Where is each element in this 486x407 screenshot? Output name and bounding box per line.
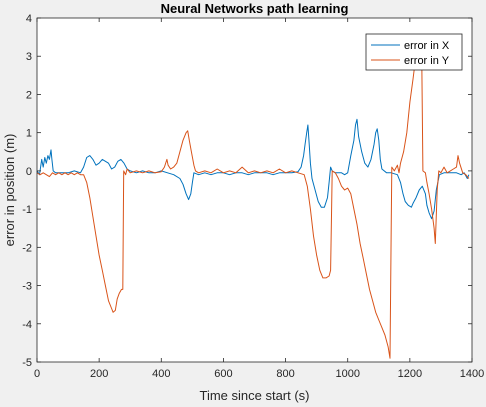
- legend-label-error-x: error in X: [404, 40, 450, 52]
- y-tick-label: -5: [22, 357, 32, 369]
- x-axis-title: Time since start (s): [199, 388, 309, 403]
- y-tick-label: -4: [22, 319, 32, 331]
- chart-title: Neural Networks path learning: [161, 1, 349, 16]
- axes-box: [36, 17, 473, 363]
- y-tick-label: 0: [26, 166, 32, 178]
- ticks-layer: 0 200 400 600 800 1000 1200 1400 -5 -4 -3 -2 -1 0 1 2 3 4: [22, 13, 484, 380]
- x-tick-label: 200: [90, 368, 108, 380]
- x-tick-label: 400: [152, 368, 170, 380]
- legend-box: [365, 33, 463, 71]
- x-tick-label: 600: [214, 368, 232, 380]
- x-tick-label: 800: [276, 368, 294, 380]
- y-tick-label: -2: [22, 242, 32, 254]
- y-tick-label: 4: [26, 13, 32, 25]
- y-tick-label: -1: [22, 204, 32, 216]
- x-tick-label: 1200: [398, 368, 422, 380]
- plot-area: [37, 18, 472, 362]
- y-tick-label: -3: [22, 281, 32, 293]
- x-tick-label: 1400: [460, 368, 484, 380]
- y-tick-label: 3: [26, 51, 32, 63]
- y-tick-label: 2: [26, 89, 32, 101]
- y-tick-label: 1: [26, 128, 32, 140]
- legend-label-error-y: error in Y: [404, 55, 450, 67]
- y-axis-title: error in position (m): [2, 134, 17, 247]
- legend: error in X error in Y: [365, 33, 463, 71]
- x-tick-label: 1000: [335, 368, 359, 380]
- x-tick-label: 0: [34, 368, 40, 380]
